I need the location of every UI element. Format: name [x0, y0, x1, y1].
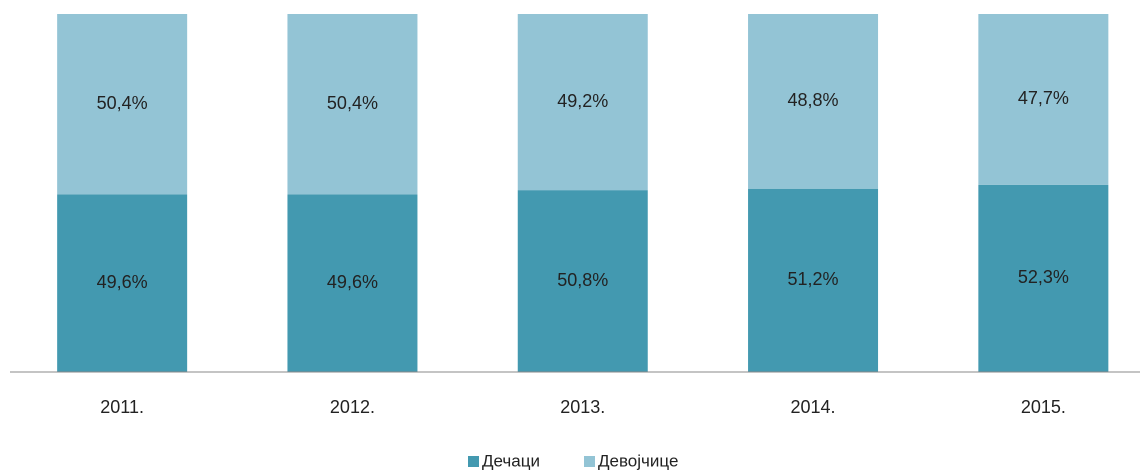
x-tick-label: 2013. — [560, 397, 605, 417]
legend-swatch — [468, 456, 479, 467]
x-tick-label: 2014. — [791, 397, 836, 417]
x-tick-label: 2012. — [330, 397, 375, 417]
bar-segment — [748, 188, 879, 372]
x-tick-label: 2015. — [1021, 397, 1066, 417]
x-tick-label: 2011. — [100, 397, 144, 417]
bar-segment — [57, 14, 188, 195]
value-label: 47,7% — [1018, 88, 1069, 108]
value-label: 49,2% — [557, 91, 608, 111]
value-label: 52,3% — [1018, 267, 1069, 287]
bar-segment — [517, 190, 648, 372]
legend-label: Дечаци — [482, 451, 540, 470]
bar-segment — [978, 184, 1109, 372]
value-label: 50,4% — [327, 93, 378, 113]
legend-label: Девојчице — [598, 451, 678, 470]
bar-segment — [287, 194, 418, 372]
bar-segment — [748, 14, 879, 189]
legend-swatch — [584, 456, 595, 467]
value-label: 48,8% — [788, 90, 839, 110]
bar-segment — [287, 14, 418, 195]
value-label: 49,6% — [327, 272, 378, 292]
value-label: 50,4% — [97, 93, 148, 113]
bar-segment — [978, 14, 1109, 185]
value-label: 49,6% — [97, 272, 148, 292]
bar-segment — [57, 194, 188, 372]
bar-segment — [517, 14, 648, 191]
value-label: 51,2% — [788, 269, 839, 289]
value-label: 50,8% — [557, 270, 608, 290]
